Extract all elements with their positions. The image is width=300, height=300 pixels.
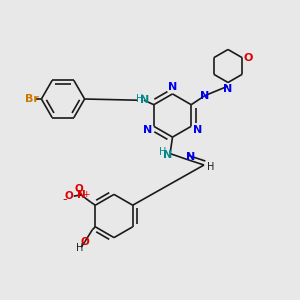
Text: O: O <box>80 237 89 247</box>
Text: H: H <box>207 162 214 172</box>
Text: O: O <box>243 53 252 63</box>
Text: N: N <box>142 125 152 135</box>
Text: N: N <box>200 91 209 101</box>
Text: H: H <box>76 243 83 254</box>
Text: N: N <box>163 150 172 160</box>
Text: N: N <box>140 95 149 105</box>
Text: N: N <box>187 152 196 162</box>
Text: N: N <box>77 190 86 200</box>
Text: O: O <box>65 191 74 201</box>
Text: N: N <box>224 84 232 94</box>
Text: N: N <box>193 125 203 135</box>
Text: H: H <box>136 94 143 104</box>
Text: Br: Br <box>26 94 39 104</box>
Text: O: O <box>74 184 83 194</box>
Text: N: N <box>168 82 177 92</box>
Text: -: - <box>63 193 67 206</box>
Text: H: H <box>159 147 166 157</box>
Text: +: + <box>82 190 89 199</box>
